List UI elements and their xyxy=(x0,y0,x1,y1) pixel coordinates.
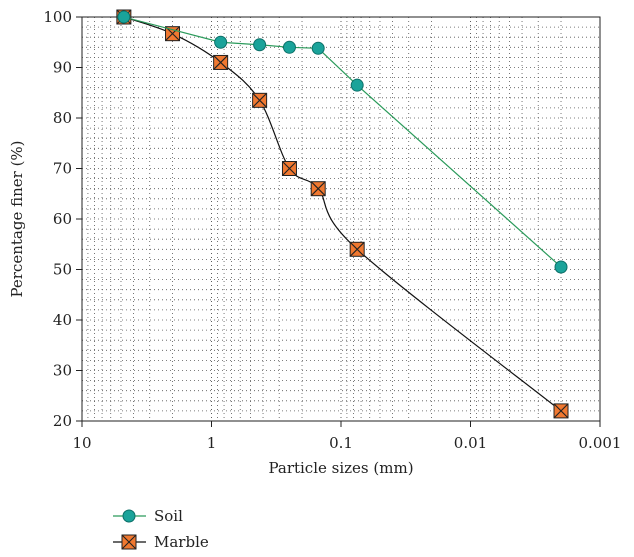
y-axis-label: Percentage finer (%) xyxy=(8,140,26,297)
legend-soil-label: Soil xyxy=(154,507,183,525)
marble-data-point xyxy=(310,181,326,197)
soil-data-point xyxy=(350,78,364,92)
legend: Soil Marble xyxy=(113,507,209,551)
x-tick-label: 0.1 xyxy=(329,434,353,452)
marble-data-point xyxy=(252,92,268,108)
y-tick-label: 100 xyxy=(43,8,72,26)
y-tick-label: 90 xyxy=(53,59,72,77)
y-axis-ticks: 20 30 40 50 60 70 80 90 100 xyxy=(43,8,82,430)
y-tick-label: 20 xyxy=(53,412,72,430)
x-tick-label: 0.01 xyxy=(454,434,487,452)
x-tick-label: 0.001 xyxy=(579,434,622,452)
legend-soil-marker xyxy=(122,509,136,523)
series-layer xyxy=(116,9,569,419)
soil-data-point xyxy=(311,41,325,55)
x-tick-label: 1 xyxy=(207,434,217,452)
marble-data-point xyxy=(281,161,297,176)
soil-data-point xyxy=(214,35,228,49)
marble-data-point xyxy=(213,54,229,70)
y-tick-label: 30 xyxy=(53,362,72,380)
soil-data-point xyxy=(253,38,267,52)
legend-marble-label: Marble xyxy=(154,533,209,551)
marble-data-point xyxy=(553,403,569,419)
y-tick-label: 40 xyxy=(53,311,72,329)
y-tick-label: 80 xyxy=(53,109,72,127)
soil-data-point xyxy=(554,260,568,274)
x-tick-label: 10 xyxy=(72,434,91,452)
soil-data-point xyxy=(117,10,131,24)
grid-lines xyxy=(81,16,601,422)
x-axis-label: Particle sizes (mm) xyxy=(268,459,413,477)
legend-item-soil: Soil xyxy=(113,507,183,525)
legend-item-marble: Marble xyxy=(113,533,209,551)
soil-data-point xyxy=(282,40,296,54)
x-axis-ticks: 10 1 0.1 0.01 0.001 xyxy=(72,421,621,452)
y-tick-label: 60 xyxy=(53,210,72,228)
marble-series-line xyxy=(123,16,562,412)
legend-marble-marker xyxy=(121,534,137,550)
y-tick-label: 50 xyxy=(53,261,72,279)
marble-data-point xyxy=(349,241,365,257)
y-tick-label: 70 xyxy=(53,160,72,178)
